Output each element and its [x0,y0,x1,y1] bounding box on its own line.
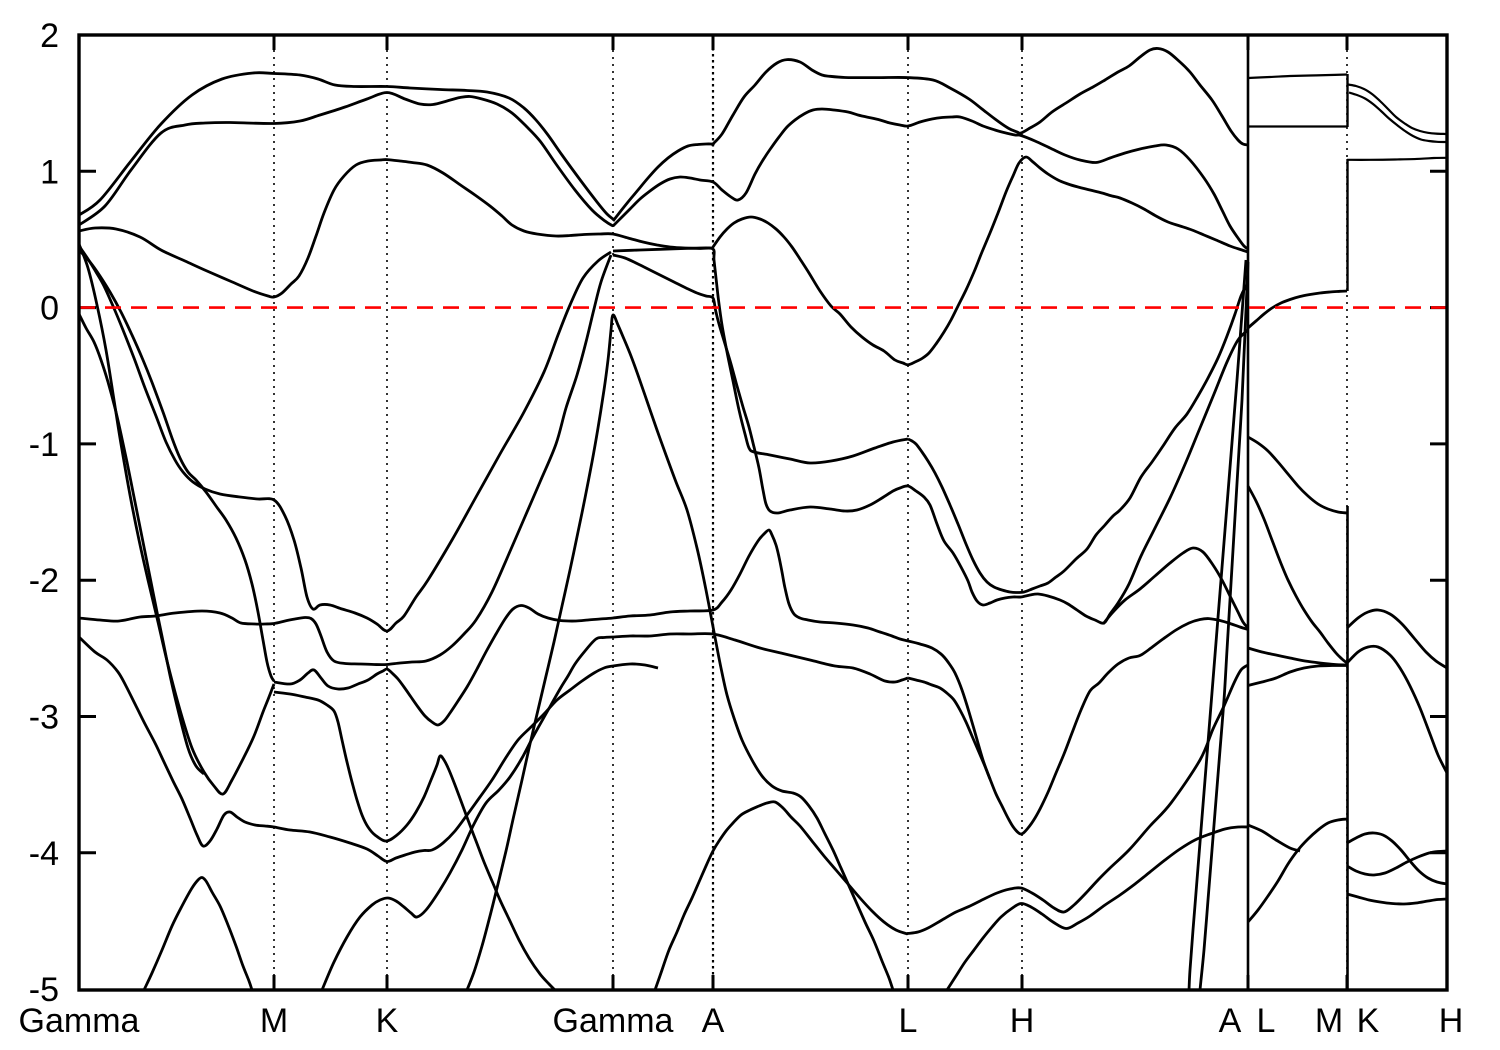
svg-text:2: 2 [40,17,59,55]
svg-text:-4: -4 [29,835,59,873]
svg-text:L: L [899,1002,918,1040]
svg-text:1: 1 [40,153,59,191]
svg-text:H: H [1439,1002,1464,1040]
svg-text:M: M [1315,1002,1343,1040]
svg-text:L: L [1257,1002,1276,1040]
svg-text:Gamma: Gamma [553,1002,674,1040]
svg-text:Gamma: Gamma [19,1002,140,1040]
svg-text:K: K [1357,1002,1380,1040]
svg-text:M: M [260,1002,288,1040]
svg-text:-2: -2 [29,562,59,600]
svg-text:K: K [376,1002,399,1040]
svg-text:0: 0 [40,290,59,328]
svg-text:H: H [1010,1002,1035,1040]
svg-text:-5: -5 [29,971,59,1009]
svg-text:-3: -3 [29,699,59,737]
svg-text:A: A [702,1002,725,1040]
svg-text:-1: -1 [29,426,59,464]
svg-text:A: A [1219,1002,1242,1040]
